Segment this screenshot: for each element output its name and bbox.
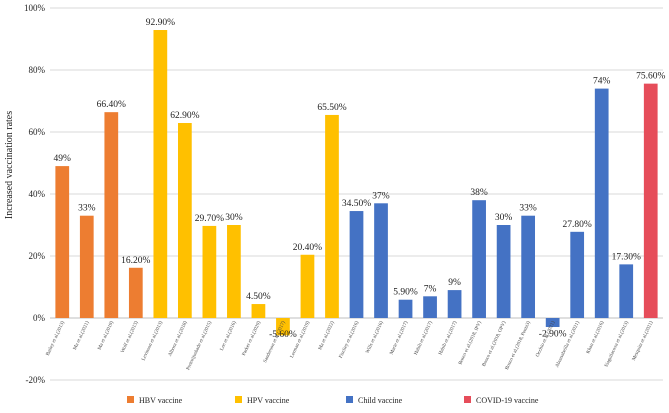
bar (521, 215, 536, 318)
legend-swatch (346, 396, 353, 403)
bar (398, 299, 413, 318)
category-label: Mesquita et al.(2021) (632, 320, 655, 361)
bar (349, 211, 364, 318)
bar (227, 225, 241, 318)
category-label: Marie et al.(2017) (390, 320, 410, 355)
y-tick-label: 80% (29, 65, 46, 75)
data-label: -5.60% (269, 330, 297, 340)
category-label: Ma et al.(2022) (318, 320, 336, 350)
bar (276, 318, 290, 336)
data-label: 4.50% (246, 292, 271, 302)
data-label: 17.30% (612, 252, 641, 262)
data-label: 30% (495, 213, 513, 223)
legend-swatch (235, 396, 242, 403)
bar (545, 318, 560, 327)
category-label: Sanderson et al.(2017) (263, 320, 287, 363)
bar (55, 166, 70, 318)
data-label: 34.50% (342, 199, 371, 209)
bar (104, 112, 119, 318)
bar (153, 30, 168, 318)
legend-swatch (464, 396, 471, 403)
category-label: Abuasabeilla et al.(2021) (555, 320, 581, 368)
category-label: Wolf et al.(2013) (121, 320, 140, 353)
category-label: Ma et al.(2019) (97, 320, 115, 350)
data-label: 29.70% (195, 214, 224, 224)
category-label: Levinson et al.(2013) (141, 320, 164, 361)
data-label: 16.20% (121, 256, 150, 266)
legend-swatch (127, 396, 134, 403)
bar (300, 254, 315, 318)
data-label: 5.90% (393, 288, 418, 298)
bars (55, 30, 658, 336)
data-label: 49% (54, 154, 72, 164)
y-tick-label: 20% (29, 251, 46, 261)
bar (570, 231, 585, 318)
y-tick-label: -20% (26, 375, 46, 385)
data-label: 65.50% (317, 103, 346, 113)
bar (325, 114, 339, 318)
data-label: 92.90% (146, 18, 175, 28)
category-labels: Bailey et al.(2013) Ma et al.(2021) Ma et … (46, 320, 655, 371)
data-label: 27.80% (563, 220, 592, 230)
category-label: Bailey et al.(2013) (46, 320, 66, 356)
bar (79, 215, 94, 318)
data-label: 30% (225, 213, 243, 223)
data-label: 33% (78, 204, 96, 214)
legend-label: HPV vaccine (247, 396, 290, 405)
bar (496, 225, 511, 318)
data-label: 33% (519, 204, 537, 214)
data-label: 62.90% (170, 111, 199, 121)
category-label: Lee et al.(2016) (220, 320, 238, 351)
data-label: 7% (424, 284, 437, 294)
data-label: 38% (470, 188, 488, 198)
bar (619, 264, 634, 318)
legend: HBV vaccine HPV vaccine Child vaccine COVID… (127, 396, 539, 405)
category-label: Fiscliey et al.(2016) (339, 320, 361, 359)
bar (447, 290, 462, 318)
data-label: 20.40% (293, 243, 322, 253)
category-label: Bosco et al.(2018, OPV) (482, 320, 508, 367)
bar (643, 83, 658, 318)
bar (202, 225, 217, 318)
y-axis-label: Increased vaccination rates (4, 111, 15, 219)
y-tick-label: 60% (29, 127, 46, 137)
data-labels: 49%33%66.40%16.20%92.90%62.90%29.70% 30%4… (54, 18, 666, 340)
y-tick-label: 0% (33, 313, 46, 323)
data-label: -2.90% (539, 329, 567, 339)
bar (423, 296, 437, 318)
category-label: Bosco et al.(2018, Penta3) (505, 320, 532, 370)
category-label: Wills et al.(2016) (366, 320, 385, 354)
category-label: Albora et al.(2018) (168, 320, 189, 357)
data-label: 37% (372, 191, 390, 201)
bar (472, 200, 486, 318)
bar (251, 304, 266, 318)
data-label: 74% (593, 77, 611, 87)
category-label: Habib et al.(2017) (438, 320, 458, 356)
bar (128, 267, 143, 318)
data-label: 75.60% (636, 72, 665, 82)
legend-label: Child vaccine (358, 396, 403, 405)
y-tick-label: 40% (29, 189, 46, 199)
category-label: Bosco et al.(2018, IPV) (458, 320, 483, 365)
category-label: Khan et al.(2016) (586, 320, 606, 354)
category-label: Ma et al.(2021) (73, 320, 91, 350)
category-label: Pretorijusbade et al.(2015) (186, 320, 213, 371)
legend-label: COVID-19 vaccine (476, 396, 539, 405)
bar (177, 123, 192, 318)
category-label: Habib et al.(2017) (414, 320, 434, 356)
bar (374, 203, 388, 318)
y-axis-ticks: -20% 0% 20% 40% 60% 80% 100% (24, 3, 46, 385)
y-tick-label: 100% (24, 3, 46, 13)
category-label: Parker et al.(2020) (242, 320, 262, 356)
category-label: Siaguilacova et al.(2013) (604, 320, 630, 368)
legend-label: HBV vaccine (139, 396, 183, 405)
data-label: 9% (448, 278, 461, 288)
data-label: 66.40% (97, 100, 126, 110)
bar (594, 88, 609, 318)
